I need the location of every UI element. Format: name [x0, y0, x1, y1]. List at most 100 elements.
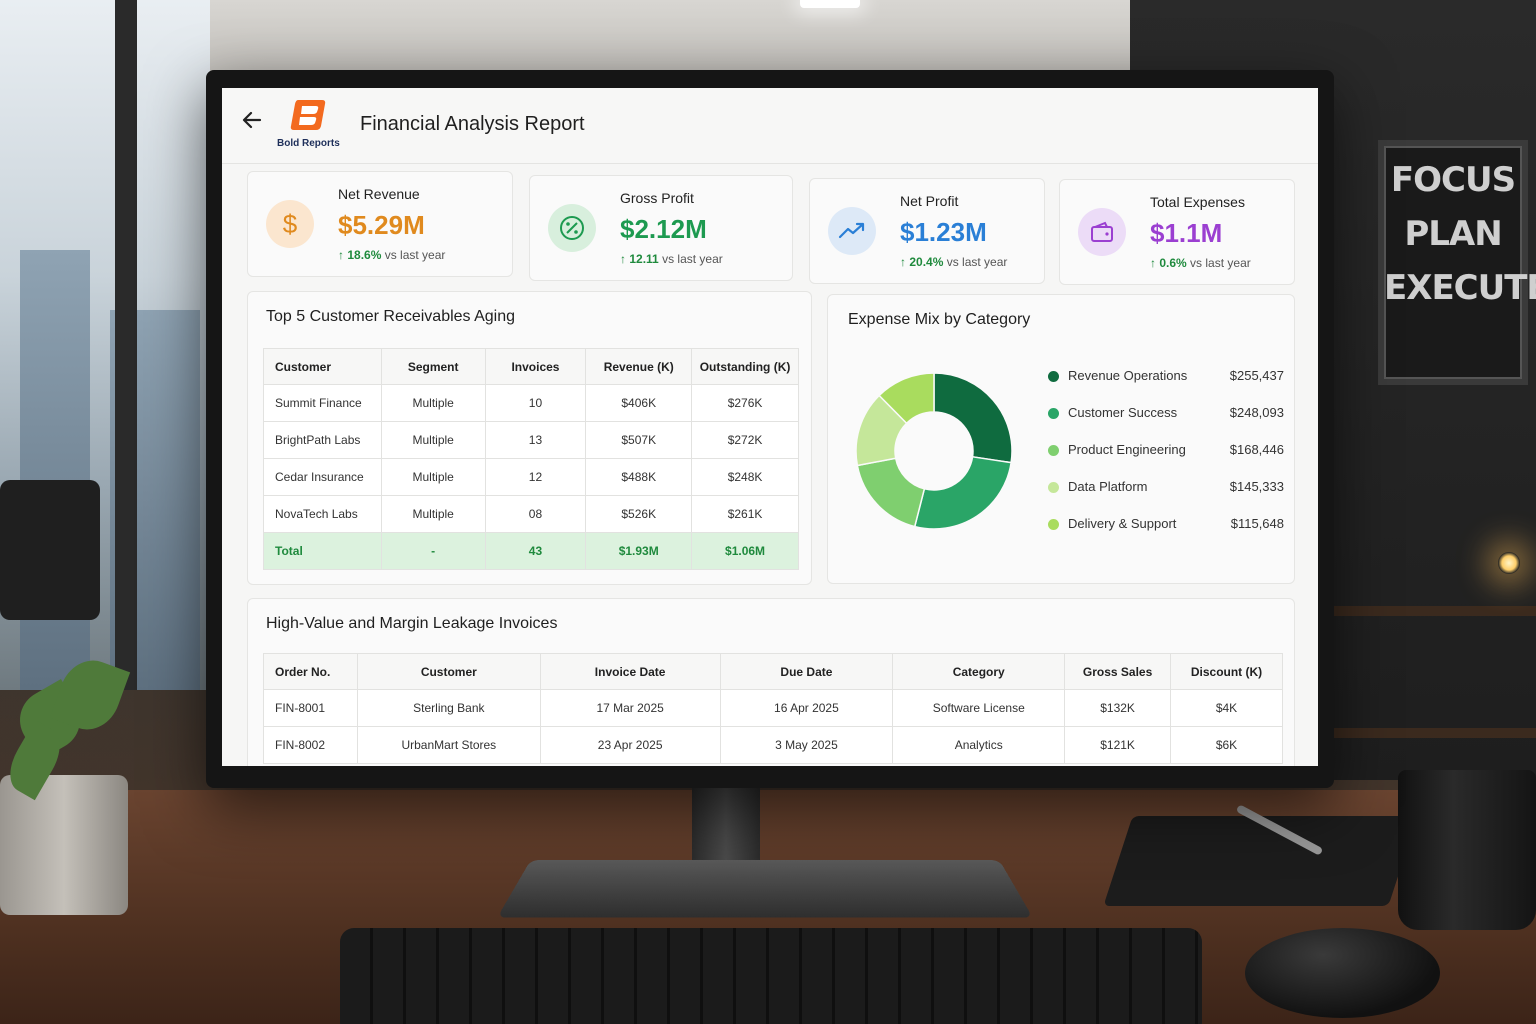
column-header[interactable]: Order No. [263, 653, 358, 690]
kpi-card-gross-profit[interactable]: Gross Profit $2.12M ↑ 12.11 vs last year [529, 175, 793, 281]
kpi-suffix: vs last year [946, 255, 1008, 269]
table-row[interactable]: Cedar Insurance Multiple 12 $488K $248K [263, 458, 799, 496]
legend-item[interactable]: Customer Success $248,093 [1048, 402, 1284, 439]
kpi-card-net-revenue[interactable]: $ Net Revenue $5.29M ↑ 18.6% vs last yea… [247, 171, 513, 277]
legend-value: $168,446 [1229, 442, 1284, 457]
column-header[interactable]: Invoices [484, 348, 587, 385]
column-header[interactable]: Revenue (K) [585, 348, 693, 385]
column-header[interactable]: Category [892, 653, 1066, 690]
cell-customer: NovaTech Labs [263, 495, 382, 533]
cell-outstanding: $276K [691, 384, 799, 422]
expense-mix-panel: Expense Mix by Category Revenue Operatio… [827, 294, 1295, 584]
cell-outstanding: $272K [691, 421, 799, 459]
kpi-trend: ↑ 12.11 vs last year [620, 252, 723, 266]
cell-invoices: 08 [484, 495, 587, 533]
legend-label: Delivery & Support [1068, 516, 1177, 531]
chart-legend: Revenue Operations $255,437 Customer Suc… [1048, 365, 1284, 550]
poster-line: FOCUS [1390, 160, 1516, 200]
cell-customer: BrightPath Labs [263, 421, 382, 459]
chart-title: Expense Mix by Category [848, 311, 1031, 328]
cell-total-invoices: 43 [484, 532, 587, 570]
table-row[interactable]: BrightPath Labs Multiple 13 $507K $272K [263, 421, 799, 459]
legend-swatch [1048, 482, 1059, 493]
column-header[interactable]: Outstanding (K) [691, 348, 799, 385]
legend-item[interactable]: Delivery & Support $115,648 [1048, 513, 1284, 550]
legend-swatch [1048, 445, 1059, 456]
cell-order-no: FIN-8001 [263, 689, 358, 727]
trend-up-icon [828, 207, 876, 255]
cell-revenue: $488K [585, 458, 693, 496]
table-total-row: Total - 43 $1.93M $1.06M [263, 532, 799, 570]
legend-value: $115,648 [1230, 516, 1284, 531]
column-header[interactable]: Discount (K) [1170, 653, 1283, 690]
legend-label: Data Platform [1068, 479, 1148, 494]
cell-outstanding: $248K [691, 458, 799, 496]
kpi-card-total-expenses[interactable]: Total Expenses $1.1M ↑ 0.6% vs last year [1059, 179, 1295, 285]
kpi-value: $1.1M [1150, 218, 1223, 248]
table-row[interactable]: Summit Finance Multiple 10 $406K $276K [263, 384, 799, 422]
back-button[interactable] [240, 108, 264, 132]
arrow-left-icon [242, 111, 262, 129]
receivables-table: Customer Segment Invoices Revenue (K) Ou… [263, 348, 799, 570]
wall-shelf [1330, 728, 1536, 738]
legend-label: Revenue Operations [1068, 368, 1188, 383]
monitor-stand-neck [692, 776, 760, 872]
wall-poster: FOCUS PLAN EXECUTE [1378, 140, 1536, 385]
legend-item[interactable]: Data Platform $145,333 [1048, 476, 1284, 513]
cell-invoices: 13 [484, 421, 587, 459]
cell-segment: Multiple [380, 384, 486, 422]
cell-invoices: 10 [484, 384, 587, 422]
cell-customer: Sterling Bank [356, 689, 541, 727]
legend-item[interactable]: Revenue Operations $255,437 [1048, 365, 1284, 402]
column-header[interactable]: Gross Sales [1064, 653, 1172, 690]
kpi-delta: 0.6% [1159, 256, 1187, 270]
cell-customer: Cedar Insurance [263, 458, 382, 496]
arrow-up-icon: ↑ [620, 252, 630, 266]
kpi-delta: 18.6% [347, 248, 382, 262]
table-row[interactable]: FIN-8001 Sterling Bank 17 Mar 2025 16 Ap… [263, 689, 1283, 727]
bold-reports-logo: Bold Reports [274, 96, 346, 156]
cell-due-date: 3 May 2025 [719, 726, 894, 764]
cell-invoices: 12 [484, 458, 587, 496]
donut-slice[interactable] [933, 372, 1013, 464]
cell-gross-sales: $132K [1064, 689, 1172, 727]
kpi-value: $5.29M [338, 210, 425, 240]
cell-due-date: 16 Apr 2025 [719, 689, 894, 727]
cell-discount: $6K [1170, 726, 1283, 764]
column-header[interactable]: Customer [356, 653, 541, 690]
arrow-up-icon: ↑ [1150, 256, 1160, 270]
invoices-panel: High-Value and Margin Leakage Invoices O… [247, 598, 1295, 766]
percent-badge-icon [548, 204, 596, 252]
kpi-suffix: vs last year [1190, 256, 1251, 270]
wallet-icon [1078, 208, 1126, 256]
kpi-suffix: vs last year [662, 252, 723, 266]
column-header[interactable]: Customer [263, 348, 382, 385]
cell-revenue: $507K [585, 421, 693, 459]
donut-slice[interactable] [878, 372, 935, 425]
table-row[interactable]: FIN-8002 UrbanMart Stores 23 Apr 2025 3 … [263, 726, 1283, 764]
cell-gross-sales: $121K [1064, 726, 1172, 764]
legend-item[interactable]: Product Engineering $168,446 [1048, 439, 1284, 476]
legend-value: $145,333 [1229, 479, 1284, 494]
kpi-card-net-profit[interactable]: Net Profit $1.23M ↑ 20.4% vs last year [809, 178, 1045, 284]
logo-mark-icon [290, 100, 326, 130]
donut-slice[interactable] [913, 455, 1012, 530]
kpi-trend: ↑ 0.6% vs last year [1150, 256, 1251, 270]
wall-shelf [1330, 606, 1536, 616]
kpi-label: Gross Profit [620, 190, 694, 206]
column-header[interactable]: Due Date [719, 653, 894, 690]
kpi-label: Net Revenue [338, 186, 420, 202]
column-header[interactable]: Segment [380, 348, 486, 385]
donut-slice[interactable] [856, 457, 926, 528]
kpi-trend: ↑ 18.6% vs last year [338, 248, 445, 262]
cell-invoice-date: 17 Mar 2025 [539, 689, 721, 727]
table-row[interactable]: NovaTech Labs Multiple 08 $526K $261K [263, 495, 799, 533]
page-title: Financial Analysis Report [360, 113, 585, 135]
coffee-mug [1398, 770, 1536, 930]
kpi-delta: 20.4% [909, 255, 944, 269]
kpi-label: Net Profit [900, 193, 959, 209]
poster-line: EXECUTE [1384, 268, 1536, 308]
cell-customer: UrbanMart Stores [356, 726, 541, 764]
column-header[interactable]: Invoice Date [539, 653, 721, 690]
cell-segment: Multiple [380, 458, 486, 496]
